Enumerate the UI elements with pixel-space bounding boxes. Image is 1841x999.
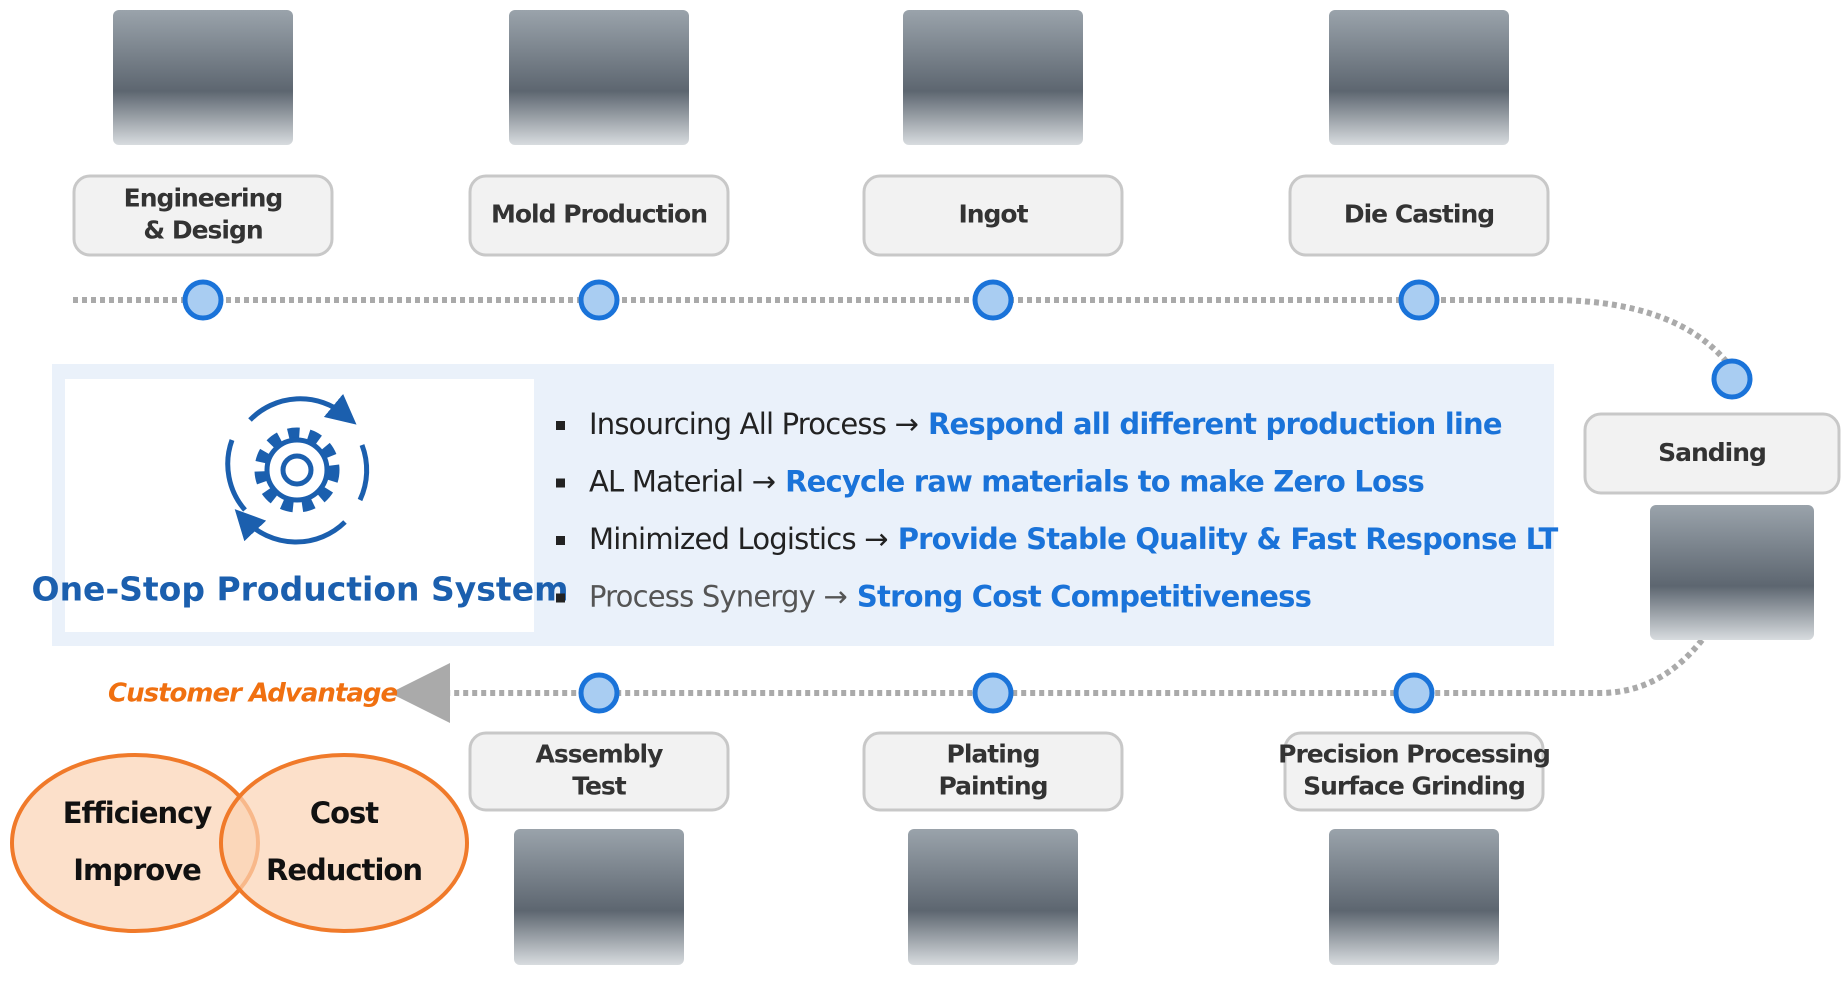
step-label: Plating xyxy=(947,740,1040,769)
step-label: Ingot xyxy=(958,200,1028,229)
diagram: One-Stop Production System Customer Adva… xyxy=(0,0,1841,999)
bullet xyxy=(556,479,565,488)
bullet-text: Insourcing All Process → Respond all diff… xyxy=(589,407,1502,441)
step-photo xyxy=(903,10,1083,145)
venn-label: Improve xyxy=(73,853,201,887)
step-photo xyxy=(113,10,293,145)
bullet-text: AL Material → Recycle raw materials to ma… xyxy=(589,465,1424,499)
step-label: Painting xyxy=(938,772,1047,801)
step-label: Die Casting xyxy=(1344,200,1494,229)
step-node xyxy=(975,282,1011,318)
step-label: & Design xyxy=(143,216,262,245)
advantage-label: Customer Advantage xyxy=(108,679,397,709)
venn-label: Efficiency xyxy=(63,796,213,830)
step-label: Test xyxy=(572,772,627,801)
step-node xyxy=(1401,282,1437,318)
bullet-text: Process Synergy → Strong Cost Competitive… xyxy=(589,580,1311,614)
bullet-highlight: Provide Stable Quality & Fast Response L… xyxy=(898,522,1559,556)
bullet-text: Minimized Logistics → Provide Stable Qual… xyxy=(589,522,1559,556)
step-photo xyxy=(1329,829,1499,965)
venn-label: Cost xyxy=(310,796,379,830)
step-node xyxy=(1396,675,1432,711)
bullet-highlight: Respond all different production line xyxy=(928,407,1502,441)
bullet-highlight: Recycle raw materials to make Zero Loss xyxy=(785,465,1424,499)
step-label: Assembly xyxy=(536,740,664,769)
step-photo xyxy=(514,829,684,965)
step-label: Sanding xyxy=(1658,438,1766,467)
panel-title: One-Stop Production System xyxy=(32,570,569,609)
venn-label: Reduction xyxy=(266,853,422,887)
bullet-lead: Process Synergy → xyxy=(589,580,847,614)
bullet-lead: Minimized Logistics → xyxy=(589,522,888,556)
step-label: Mold Production xyxy=(491,200,707,229)
step-node xyxy=(185,282,221,318)
bullet xyxy=(556,421,565,430)
venn-circle xyxy=(221,755,467,931)
step-label: Engineering xyxy=(124,184,283,213)
bullet-highlight: Strong Cost Competitiveness xyxy=(857,580,1311,614)
bullet xyxy=(556,594,565,603)
bullet-lead: Insourcing All Process → xyxy=(589,407,918,441)
step-node xyxy=(975,675,1011,711)
step-node xyxy=(581,282,617,318)
step-node xyxy=(581,675,617,711)
step-photo xyxy=(509,10,689,145)
step-photo xyxy=(1329,10,1509,145)
bullet xyxy=(556,536,565,545)
step-label: Surface Grinding xyxy=(1303,772,1525,801)
step-photo xyxy=(908,829,1078,965)
step-node xyxy=(1714,361,1750,397)
bottom-path xyxy=(440,640,1702,693)
step-photo xyxy=(1650,505,1814,640)
bullet-lead: AL Material → xyxy=(589,465,775,499)
step-label: Precision Processing xyxy=(1278,740,1550,769)
